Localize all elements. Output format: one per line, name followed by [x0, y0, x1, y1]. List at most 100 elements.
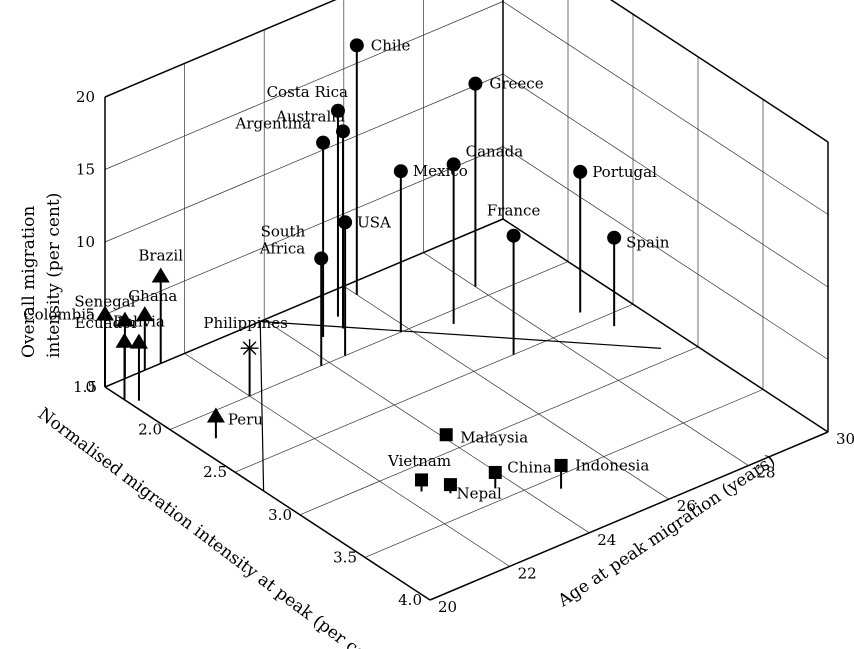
point-nepal: Nepal	[443, 478, 502, 503]
z-tick-label: 10	[76, 233, 95, 251]
square-marker	[554, 458, 568, 472]
triangle-marker	[96, 305, 114, 321]
point-indonesia: Indonesia	[554, 456, 649, 489]
left-wall-grid-horizontal	[104, 146, 504, 315]
y-tick-label: 2.5	[203, 463, 227, 481]
triangle-marker	[129, 333, 148, 349]
point-australia: Australia	[275, 107, 350, 329]
point-france: France	[487, 202, 541, 355]
box-edge	[502, 218, 829, 433]
point-chile: Chile	[349, 36, 411, 295]
floor-grid-line-x	[343, 285, 669, 500]
y-tick-label: 1.5	[73, 378, 97, 396]
y-tick-label: 3.5	[333, 548, 357, 566]
point-label: Peru	[228, 410, 263, 428]
square-marker	[439, 428, 453, 442]
point-colombia: Colombia	[23, 305, 114, 387]
y-tick-label: 2.0	[138, 421, 162, 439]
point-peru: Peru	[206, 407, 263, 439]
box-frame	[104, 0, 829, 601]
star-stroke	[242, 341, 257, 356]
point-label: Canada	[466, 142, 524, 160]
tick-labels: 20 22 24 26 28 30 1.5 2.0 2.5 3.0 3.5 4.0 0 5 10 15 20	[73, 88, 854, 616]
z-tick-label: 0	[85, 378, 95, 396]
circle-marker	[468, 76, 483, 91]
triangle-marker	[115, 311, 134, 327]
z-tick-label: 20	[76, 88, 95, 106]
x-axis-label: Age at peak migration (years)	[554, 451, 779, 612]
point-label: Ghana	[128, 287, 177, 305]
right-wall-grid-horizontal	[502, 73, 829, 288]
point-label: Vietnam	[387, 452, 451, 470]
point-label: Spain	[626, 234, 670, 252]
box-edge	[104, 0, 337, 98]
point-spain: Spain	[607, 230, 670, 327]
floor-grid-line-y	[169, 261, 569, 430]
point-label: Colombia	[23, 306, 95, 324]
point-label: South	[261, 222, 306, 240]
point-usa: USA	[338, 213, 391, 356]
left-wall-grid-horizontal	[104, 73, 504, 243]
x-tick-label: 28	[756, 464, 775, 482]
z-axis-label-line1: Overall migration	[19, 206, 39, 358]
triangle-marker	[115, 332, 134, 348]
point-label: Senegal	[74, 293, 135, 311]
z-tick-label: 5	[85, 306, 95, 324]
circle-marker	[338, 215, 353, 230]
left-wall-grid-horizontal	[104, 1, 504, 170]
square-marker	[443, 478, 457, 492]
box-edge	[609, 0, 829, 143]
point-china: China	[488, 458, 552, 489]
circle-marker	[393, 164, 408, 179]
y-tick-label: 3.0	[268, 506, 292, 524]
point-bolivia: Bolivia	[113, 313, 165, 401]
circle-marker	[314, 251, 329, 266]
inner-floor-line	[260, 320, 662, 349]
triangle-marker	[206, 407, 225, 423]
point-label: Philippines	[203, 314, 287, 332]
point-label: Nepal	[456, 485, 502, 503]
star-marker	[240, 339, 259, 358]
circle-marker	[607, 230, 622, 245]
point-philippines: Philippines	[203, 314, 288, 396]
point-label: Ecuador	[75, 314, 140, 332]
circle-marker	[446, 157, 461, 172]
point-label: Greece	[489, 75, 543, 93]
circle-marker	[349, 38, 364, 53]
point-canada: Canada	[446, 142, 524, 324]
grid-layer	[104, 0, 829, 601]
inner-floor-line	[259, 321, 265, 491]
z-axis-label-line2: intensity (per cent)	[44, 193, 64, 358]
circle-marker	[336, 124, 350, 139]
point-argentina: Argentina	[235, 115, 331, 337]
right-wall-grid-horizontal	[502, 146, 829, 360]
point-greece: Greece	[468, 75, 544, 287]
point-label: Australia	[275, 107, 345, 125]
floor-grid-line-x	[264, 319, 590, 534]
point-ecuador: Ecuador	[75, 314, 140, 400]
y-axis-label: Normalised migration intensity at peak (…	[34, 404, 389, 649]
circle-marker	[316, 135, 331, 150]
box-edge	[104, 386, 431, 601]
point-malaysia: Malaysia	[439, 428, 528, 447]
floor-grid-line-x	[184, 353, 510, 567]
floor-grid-line-y	[234, 303, 634, 473]
right-wall-grid-horizontal	[610, 0, 829, 143]
point-label: Portugal	[592, 163, 657, 181]
point-label: France	[487, 202, 541, 220]
circle-marker	[330, 103, 345, 118]
floor-grid-line-y	[364, 389, 764, 558]
point-label: Africa	[259, 239, 305, 257]
y-tick-label: 4.0	[398, 591, 422, 609]
point-label: Bolivia	[113, 313, 165, 331]
x-tick-label: 24	[597, 531, 616, 549]
x-tick-label: 26	[677, 497, 696, 515]
x-tick-label: 20	[438, 598, 457, 616]
point-label: Chile	[371, 36, 411, 54]
square-marker	[488, 465, 502, 479]
triangle-marker	[135, 306, 154, 322]
point-ghana: Ghana	[128, 287, 177, 371]
